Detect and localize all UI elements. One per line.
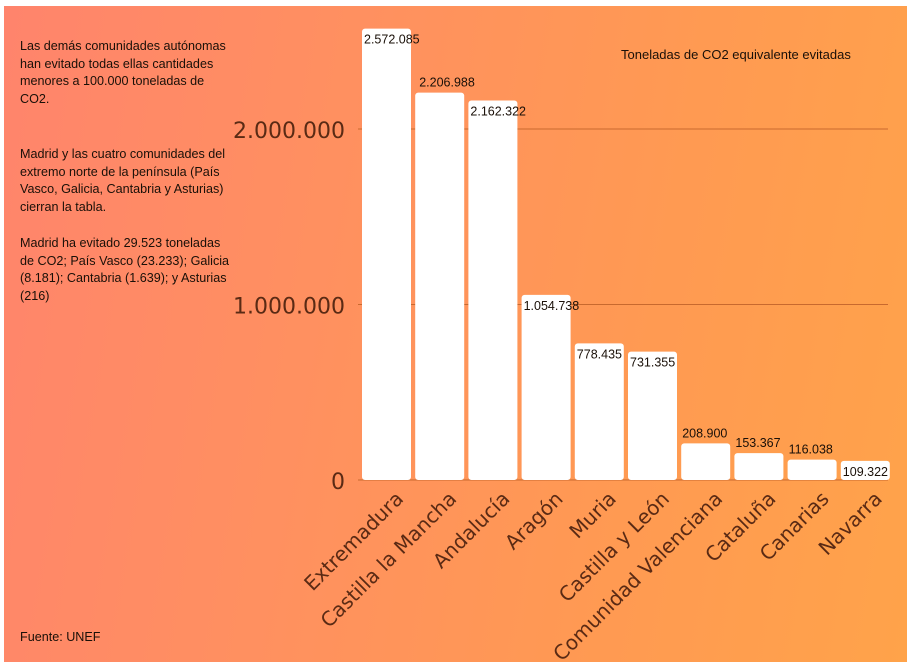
note-north-regions: Madrid y las cuatro comunidades del extr… xyxy=(20,147,226,214)
data-label: 2.206.988 xyxy=(419,76,475,90)
data-label: 2.572.085 xyxy=(364,33,420,47)
source-note: Fuente: UNEF xyxy=(20,630,101,644)
y-tick-label: 2.000.000 xyxy=(233,119,345,144)
y-tick-label: 1.000.000 xyxy=(233,295,345,320)
bar xyxy=(734,453,784,480)
bars xyxy=(362,28,890,481)
x-tick-label: Aragón xyxy=(500,487,568,555)
note-other-regions: Las demás comunidades autónomas han evit… xyxy=(20,39,226,106)
bar xyxy=(468,100,518,481)
bar xyxy=(574,343,624,480)
data-label: 2.162.322 xyxy=(470,105,526,119)
data-label: 109.322 xyxy=(843,465,888,479)
data-label: 778.435 xyxy=(577,347,622,361)
y-tick-label: 0 xyxy=(331,470,345,495)
bar xyxy=(840,460,890,480)
data-label: 153.367 xyxy=(735,436,780,450)
bar xyxy=(362,28,411,480)
data-label: 1.054.738 xyxy=(524,299,580,313)
bar xyxy=(628,351,677,480)
data-label: 731.355 xyxy=(630,356,675,370)
bar xyxy=(415,92,465,480)
data-label: 208.900 xyxy=(682,426,727,440)
y-axis-ticks: 0 1.000.000 2.000.000 xyxy=(233,119,345,495)
bar xyxy=(681,443,731,480)
data-label: 116.038 xyxy=(789,443,833,457)
bar xyxy=(521,294,571,480)
bar xyxy=(787,459,837,480)
data-labels: 2.572.085 2.206.988 2.162.322 1.054.738 778.… xyxy=(364,33,888,479)
legend-title: Toneladas de CO2 equivalente evitadas xyxy=(621,47,851,62)
note-madrid-values: Madrid ha evitado 29.523 toneladas de CO… xyxy=(20,236,230,303)
